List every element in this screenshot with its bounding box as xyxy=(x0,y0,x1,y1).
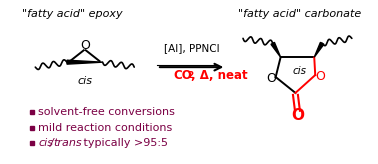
Bar xyxy=(30,110,34,114)
Text: , Δ, neat: , Δ, neat xyxy=(191,69,247,82)
Polygon shape xyxy=(271,42,280,57)
Text: [Al], PPNCl: [Al], PPNCl xyxy=(164,43,219,53)
Text: typically >95:5: typically >95:5 xyxy=(80,138,168,148)
Polygon shape xyxy=(67,60,102,64)
Text: CO: CO xyxy=(174,69,192,82)
Text: O: O xyxy=(80,39,90,52)
Text: "fatty acid" carbonate: "fatty acid" carbonate xyxy=(238,9,361,19)
Text: trans: trans xyxy=(53,138,82,148)
Text: cis: cis xyxy=(293,66,307,76)
Text: /: / xyxy=(50,138,54,148)
Text: cis: cis xyxy=(77,76,92,86)
Text: O: O xyxy=(291,108,304,123)
Bar xyxy=(30,142,34,145)
Text: cis: cis xyxy=(38,138,53,148)
Text: O: O xyxy=(315,70,325,82)
Bar xyxy=(30,126,34,130)
Text: "fatty acid" epoxy: "fatty acid" epoxy xyxy=(22,9,122,19)
Text: mild reaction conditions: mild reaction conditions xyxy=(38,123,172,133)
Text: O: O xyxy=(266,72,276,84)
Polygon shape xyxy=(314,42,324,57)
Text: solvent-free conversions: solvent-free conversions xyxy=(38,107,175,117)
Text: 2: 2 xyxy=(187,71,194,80)
